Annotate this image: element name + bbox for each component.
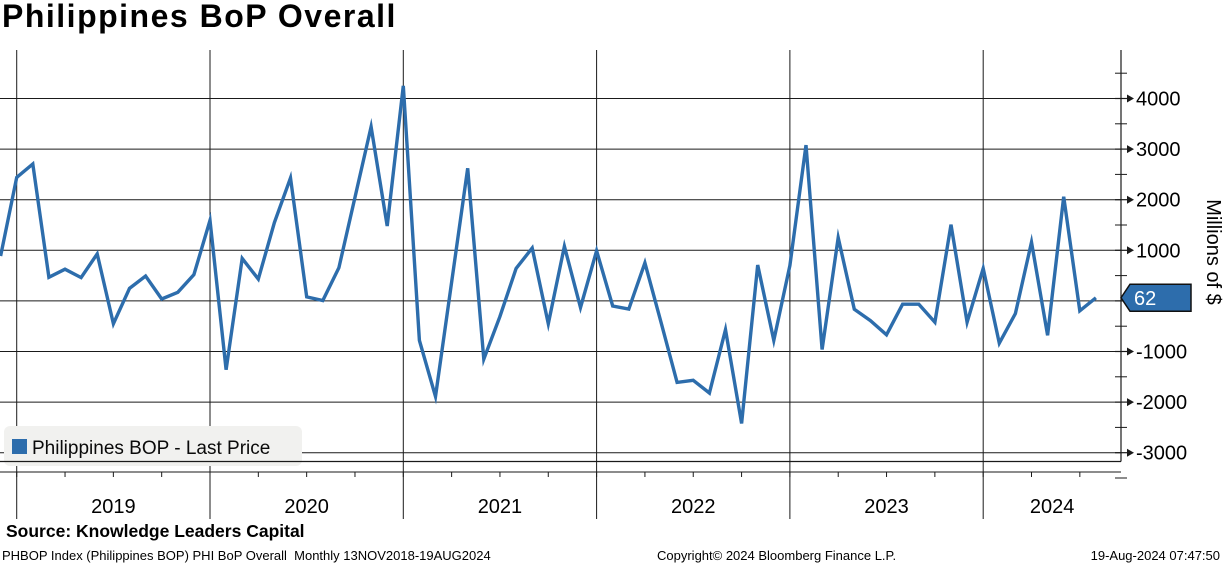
y-tick-arrow-icon bbox=[1127, 94, 1134, 103]
y-tick-label: -3000 bbox=[1136, 443, 1187, 465]
footer-timestamp: 19-Aug-2024 07:47:50 bbox=[1090, 548, 1220, 563]
footer-security-description: PHBOP Index (Philippines BOP) PHI BoP Ov… bbox=[2, 548, 491, 563]
page-title: Philippines BoP Overall bbox=[2, 0, 397, 34]
y-tick-label: 1000 bbox=[1136, 240, 1181, 262]
y-tick-arrow-icon bbox=[1127, 246, 1134, 255]
last-price-badge bbox=[1120, 283, 1192, 313]
legend-box[interactable] bbox=[4, 426, 302, 466]
x-tick-label-year: 2019 bbox=[91, 496, 136, 518]
x-tick-label-year: 2023 bbox=[864, 496, 909, 518]
footer-copyright: Copyright© 2024 Bloomberg Finance L.P. bbox=[657, 548, 897, 563]
x-tick-label-year: 2020 bbox=[284, 496, 329, 518]
y-tick-label: 2000 bbox=[1136, 190, 1181, 212]
source-line: Source: Knowledge Leaders Capital bbox=[6, 521, 305, 541]
price-line-series[interactable] bbox=[0, 85, 1097, 424]
y-tick-arrow-icon bbox=[1127, 398, 1134, 407]
y-axis-unit-label: Millions of $ bbox=[1202, 199, 1224, 305]
x-tick-label-year: 2021 bbox=[478, 496, 523, 518]
footer-bar: PHBOP Index (Philippines BOP) PHI BoP Ov… bbox=[0, 546, 1224, 566]
y-tick-arrow-icon bbox=[1127, 145, 1134, 154]
x-tick-label-year: 2024 bbox=[1030, 496, 1075, 518]
y-tick-label: 4000 bbox=[1136, 89, 1181, 111]
x-tick-label-year: 2022 bbox=[671, 496, 716, 518]
y-tick-label: 3000 bbox=[1136, 139, 1181, 161]
y-tick-label: -2000 bbox=[1136, 392, 1187, 414]
y-tick-arrow-icon bbox=[1127, 448, 1134, 457]
legend-label: Philippines BOP - Last Price bbox=[32, 438, 270, 459]
plot-area[interactable] bbox=[0, 50, 1121, 462]
legend-swatch-icon bbox=[12, 439, 27, 454]
y-tick-arrow-icon bbox=[1127, 347, 1134, 356]
y-tick-label: -1000 bbox=[1136, 342, 1187, 364]
last-price-badge-value: 62 bbox=[1134, 288, 1156, 310]
y-tick-arrow-icon bbox=[1127, 195, 1134, 204]
